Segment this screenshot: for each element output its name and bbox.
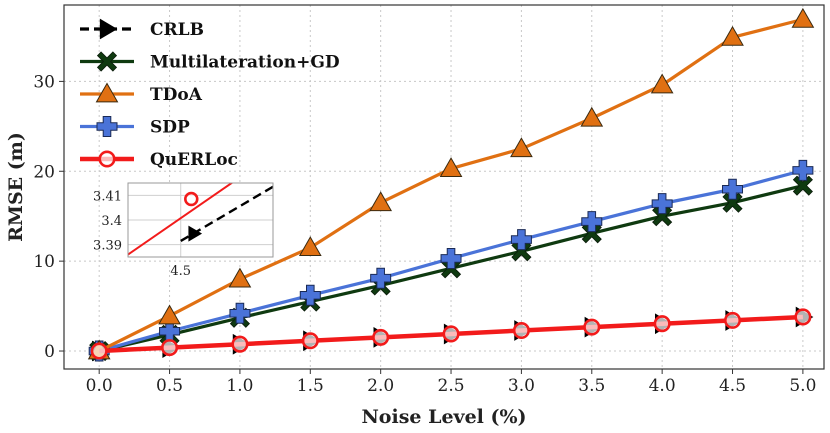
legend-marker xyxy=(96,51,118,72)
legend-item: TDoA xyxy=(80,82,203,105)
y-tick-label: 0 xyxy=(44,342,55,362)
y-tick-label: 30 xyxy=(33,72,55,92)
x-tick-label: 2.5 xyxy=(438,376,465,396)
data-point xyxy=(161,339,179,357)
data-point xyxy=(791,7,815,28)
y-ticks: 0 10 20 30 xyxy=(33,72,64,362)
inset-plot xyxy=(128,183,273,256)
inset-x-tick-label: 4.5 xyxy=(170,264,191,279)
legend-item: Multilateration+GD xyxy=(80,51,340,73)
data-point xyxy=(370,267,392,289)
data-point xyxy=(90,342,108,360)
data-point xyxy=(439,157,463,177)
legend-marker xyxy=(99,18,118,40)
data-point xyxy=(372,328,390,346)
data-point xyxy=(721,25,744,46)
legend-marker xyxy=(96,116,118,137)
x-tick-label: 3.5 xyxy=(578,376,605,396)
series-querloc xyxy=(90,308,812,360)
series-layer xyxy=(87,7,815,362)
inset-y-tick-label: 3.4 xyxy=(101,214,122,229)
x-tick-label: 0.5 xyxy=(156,376,183,396)
legend-label: CRLB xyxy=(150,20,204,40)
x-tick-label: 1.0 xyxy=(226,376,253,396)
y-tick-label: 20 xyxy=(33,162,55,182)
data-point xyxy=(228,267,252,288)
x-axis-label: Noise Level (%) xyxy=(361,406,526,428)
data-point xyxy=(580,106,604,127)
inset-zoom: 4.5 3.41 3.4 3.39 xyxy=(93,182,274,279)
data-point xyxy=(583,318,601,336)
inset-querloc-marker xyxy=(184,191,199,207)
legend-marker xyxy=(98,150,116,168)
x-tick-label: 1.5 xyxy=(297,376,324,396)
inset-querloc-line xyxy=(128,183,234,256)
data-point xyxy=(792,175,813,196)
data-point xyxy=(510,229,532,251)
legend-item: CRLB xyxy=(80,18,204,40)
data-point xyxy=(231,335,249,353)
data-point xyxy=(298,236,322,257)
legend-marker xyxy=(95,82,119,103)
legend-item: SDP xyxy=(80,116,190,138)
data-point xyxy=(510,137,533,158)
data-point xyxy=(650,73,674,94)
x-tick-label: 3.0 xyxy=(508,376,535,396)
data-point xyxy=(229,302,251,324)
data-point xyxy=(581,211,603,233)
legend-item: QuERLoc xyxy=(80,150,238,170)
inset-y-tick-label: 3.41 xyxy=(93,189,122,204)
data-point xyxy=(301,332,319,350)
data-point xyxy=(369,191,393,212)
data-point xyxy=(723,311,742,329)
data-point xyxy=(158,304,181,325)
data-point xyxy=(794,308,812,326)
x-tick-label: 0.0 xyxy=(86,376,113,396)
y-tick-label: 10 xyxy=(33,252,55,272)
data-point xyxy=(651,193,673,215)
legend-label: Multilateration+GD xyxy=(150,53,340,73)
x-tick-label: 5.0 xyxy=(789,376,816,396)
legend-label: TDoA xyxy=(150,85,203,105)
data-point xyxy=(299,284,321,306)
x-tick-label: 2.0 xyxy=(367,376,394,396)
data-point xyxy=(653,315,671,333)
data-point xyxy=(792,159,814,181)
data-point xyxy=(512,322,530,340)
legend: CRLB Multilateration+GD TDoA SDP QuERLoc xyxy=(80,18,340,170)
series-tdoa xyxy=(87,7,815,360)
inset-crlb-marker xyxy=(188,225,203,242)
inset-y-tick-label: 3.39 xyxy=(93,239,122,254)
legend-label: SDP xyxy=(150,118,190,138)
x-tick-label: 4.0 xyxy=(649,376,676,396)
data-point xyxy=(440,247,462,269)
x-tick-label: 4.5 xyxy=(719,376,746,396)
x-ticks: 0.0 0.5 1.0 1.5 2.0 2.5 3.0 3.5 4.0 4.5 5.0 xyxy=(86,369,816,396)
data-point xyxy=(442,325,460,343)
y-axis-label: RMSE (m) xyxy=(5,132,27,242)
plot-frame xyxy=(63,4,825,370)
legend-label: QuERLoc xyxy=(150,150,238,170)
inset-frame xyxy=(127,182,274,258)
data-point xyxy=(722,178,744,200)
